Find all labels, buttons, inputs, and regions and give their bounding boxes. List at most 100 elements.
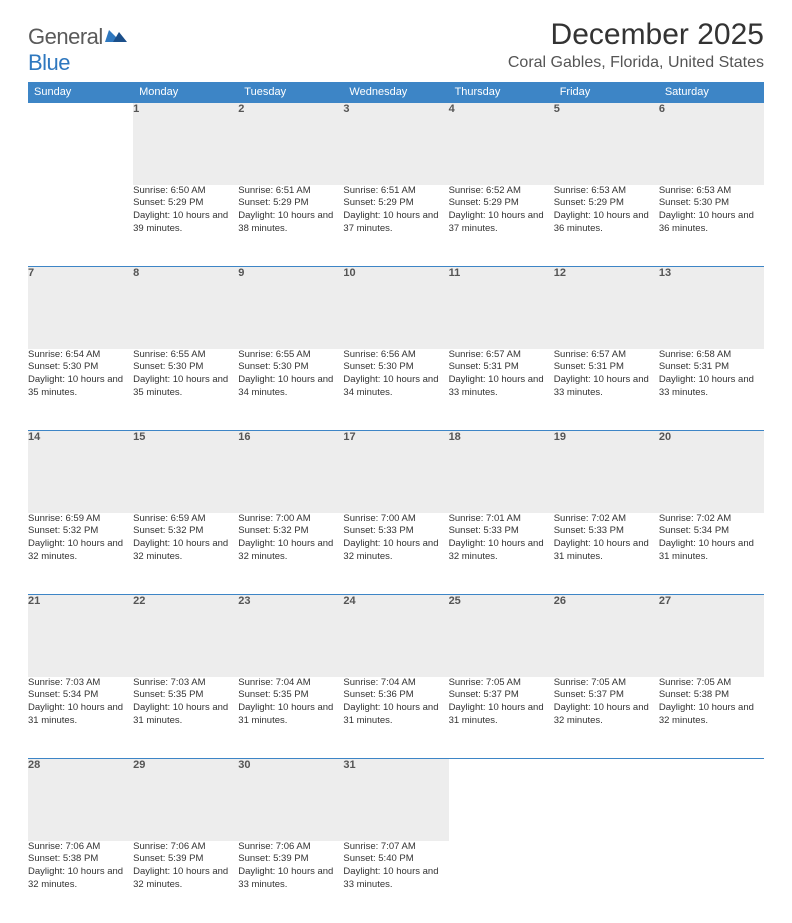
weekday-row: SundayMondayTuesdayWednesdayThursdayFrid…	[28, 82, 764, 103]
day-content-cell: Sunrise: 6:50 AMSunset: 5:29 PMDaylight:…	[133, 185, 238, 267]
day-content-cell: Sunrise: 6:59 AMSunset: 5:32 PMDaylight:…	[133, 513, 238, 595]
day-content-cell	[554, 841, 659, 923]
day-number-cell: 15	[133, 431, 238, 513]
weekday-header: Saturday	[659, 82, 764, 103]
day-number-cell: 28	[28, 759, 133, 841]
day-number-cell: 31	[343, 759, 448, 841]
calendar-body: 123456Sunrise: 6:50 AMSunset: 5:29 PMDay…	[28, 103, 764, 923]
content-row: Sunrise: 7:03 AMSunset: 5:34 PMDaylight:…	[28, 677, 764, 759]
logo: General Blue	[28, 24, 127, 76]
daynum-row: 21222324252627	[28, 595, 764, 677]
day-number-cell	[554, 759, 659, 841]
content-row: Sunrise: 6:50 AMSunset: 5:29 PMDaylight:…	[28, 185, 764, 267]
day-number-cell: 5	[554, 103, 659, 185]
day-number-cell: 21	[28, 595, 133, 677]
weekday-header: Wednesday	[343, 82, 448, 103]
day-number-cell: 29	[133, 759, 238, 841]
calendar-head: SundayMondayTuesdayWednesdayThursdayFrid…	[28, 82, 764, 103]
day-number-cell: 2	[238, 103, 343, 185]
day-number-cell: 4	[449, 103, 554, 185]
day-content-cell: Sunrise: 7:06 AMSunset: 5:39 PMDaylight:…	[133, 841, 238, 923]
day-content-cell: Sunrise: 6:51 AMSunset: 5:29 PMDaylight:…	[238, 185, 343, 267]
logo-mark-icon	[105, 28, 127, 44]
logo-text: General Blue	[28, 24, 127, 76]
day-number-cell: 3	[343, 103, 448, 185]
day-number-cell: 22	[133, 595, 238, 677]
day-number-cell: 25	[449, 595, 554, 677]
day-number-cell: 6	[659, 103, 764, 185]
day-content-cell: Sunrise: 6:58 AMSunset: 5:31 PMDaylight:…	[659, 349, 764, 431]
day-content-cell: Sunrise: 7:05 AMSunset: 5:37 PMDaylight:…	[554, 677, 659, 759]
day-content-cell: Sunrise: 7:01 AMSunset: 5:33 PMDaylight:…	[449, 513, 554, 595]
day-number-cell: 7	[28, 267, 133, 349]
day-content-cell: Sunrise: 7:02 AMSunset: 5:34 PMDaylight:…	[659, 513, 764, 595]
weekday-header: Tuesday	[238, 82, 343, 103]
logo-blue: Blue	[28, 50, 70, 75]
title-block: December 2025 Coral Gables, Florida, Uni…	[508, 18, 764, 72]
day-number-cell: 1	[133, 103, 238, 185]
weekday-header: Thursday	[449, 82, 554, 103]
day-content-cell: Sunrise: 6:55 AMSunset: 5:30 PMDaylight:…	[238, 349, 343, 431]
day-content-cell: Sunrise: 6:55 AMSunset: 5:30 PMDaylight:…	[133, 349, 238, 431]
day-number-cell: 13	[659, 267, 764, 349]
daynum-row: 123456	[28, 103, 764, 185]
day-content-cell: Sunrise: 6:56 AMSunset: 5:30 PMDaylight:…	[343, 349, 448, 431]
day-content-cell: Sunrise: 6:51 AMSunset: 5:29 PMDaylight:…	[343, 185, 448, 267]
day-number-cell: 8	[133, 267, 238, 349]
weekday-header: Sunday	[28, 82, 133, 103]
daynum-row: 14151617181920	[28, 431, 764, 513]
day-content-cell: Sunrise: 7:00 AMSunset: 5:32 PMDaylight:…	[238, 513, 343, 595]
daynum-row: 78910111213	[28, 267, 764, 349]
day-content-cell: Sunrise: 6:59 AMSunset: 5:32 PMDaylight:…	[28, 513, 133, 595]
day-number-cell: 14	[28, 431, 133, 513]
day-number-cell: 23	[238, 595, 343, 677]
day-content-cell: Sunrise: 7:04 AMSunset: 5:35 PMDaylight:…	[238, 677, 343, 759]
weekday-header: Monday	[133, 82, 238, 103]
day-content-cell: Sunrise: 7:03 AMSunset: 5:35 PMDaylight:…	[133, 677, 238, 759]
day-content-cell: Sunrise: 7:05 AMSunset: 5:38 PMDaylight:…	[659, 677, 764, 759]
day-content-cell	[28, 185, 133, 267]
day-number-cell: 24	[343, 595, 448, 677]
page-title: December 2025	[508, 18, 764, 52]
weekday-header: Friday	[554, 82, 659, 103]
day-content-cell: Sunrise: 7:00 AMSunset: 5:33 PMDaylight:…	[343, 513, 448, 595]
daynum-row: 28293031	[28, 759, 764, 841]
day-number-cell: 16	[238, 431, 343, 513]
day-content-cell: Sunrise: 6:53 AMSunset: 5:30 PMDaylight:…	[659, 185, 764, 267]
day-number-cell: 20	[659, 431, 764, 513]
day-content-cell	[449, 841, 554, 923]
location: Coral Gables, Florida, United States	[508, 54, 764, 72]
day-number-cell: 18	[449, 431, 554, 513]
day-number-cell: 9	[238, 267, 343, 349]
day-content-cell: Sunrise: 7:07 AMSunset: 5:40 PMDaylight:…	[343, 841, 448, 923]
day-number-cell: 27	[659, 595, 764, 677]
day-content-cell	[659, 841, 764, 923]
day-content-cell: Sunrise: 6:52 AMSunset: 5:29 PMDaylight:…	[449, 185, 554, 267]
day-content-cell: Sunrise: 6:53 AMSunset: 5:29 PMDaylight:…	[554, 185, 659, 267]
day-number-cell: 17	[343, 431, 448, 513]
day-content-cell: Sunrise: 6:57 AMSunset: 5:31 PMDaylight:…	[449, 349, 554, 431]
day-number-cell: 10	[343, 267, 448, 349]
day-content-cell: Sunrise: 7:02 AMSunset: 5:33 PMDaylight:…	[554, 513, 659, 595]
day-number-cell	[28, 103, 133, 185]
day-number-cell: 30	[238, 759, 343, 841]
content-row: Sunrise: 6:54 AMSunset: 5:30 PMDaylight:…	[28, 349, 764, 431]
day-content-cell: Sunrise: 6:54 AMSunset: 5:30 PMDaylight:…	[28, 349, 133, 431]
day-content-cell: Sunrise: 7:04 AMSunset: 5:36 PMDaylight:…	[343, 677, 448, 759]
day-content-cell: Sunrise: 7:03 AMSunset: 5:34 PMDaylight:…	[28, 677, 133, 759]
day-number-cell: 26	[554, 595, 659, 677]
day-content-cell: Sunrise: 7:05 AMSunset: 5:37 PMDaylight:…	[449, 677, 554, 759]
day-number-cell	[659, 759, 764, 841]
day-number-cell: 12	[554, 267, 659, 349]
header: General Blue December 2025 Coral Gables,…	[28, 18, 764, 76]
logo-general: General	[28, 24, 103, 49]
day-content-cell: Sunrise: 7:06 AMSunset: 5:39 PMDaylight:…	[238, 841, 343, 923]
day-number-cell	[449, 759, 554, 841]
day-content-cell: Sunrise: 7:06 AMSunset: 5:38 PMDaylight:…	[28, 841, 133, 923]
content-row: Sunrise: 6:59 AMSunset: 5:32 PMDaylight:…	[28, 513, 764, 595]
day-content-cell: Sunrise: 6:57 AMSunset: 5:31 PMDaylight:…	[554, 349, 659, 431]
day-number-cell: 11	[449, 267, 554, 349]
content-row: Sunrise: 7:06 AMSunset: 5:38 PMDaylight:…	[28, 841, 764, 923]
calendar-table: SundayMondayTuesdayWednesdayThursdayFrid…	[28, 82, 764, 923]
day-number-cell: 19	[554, 431, 659, 513]
